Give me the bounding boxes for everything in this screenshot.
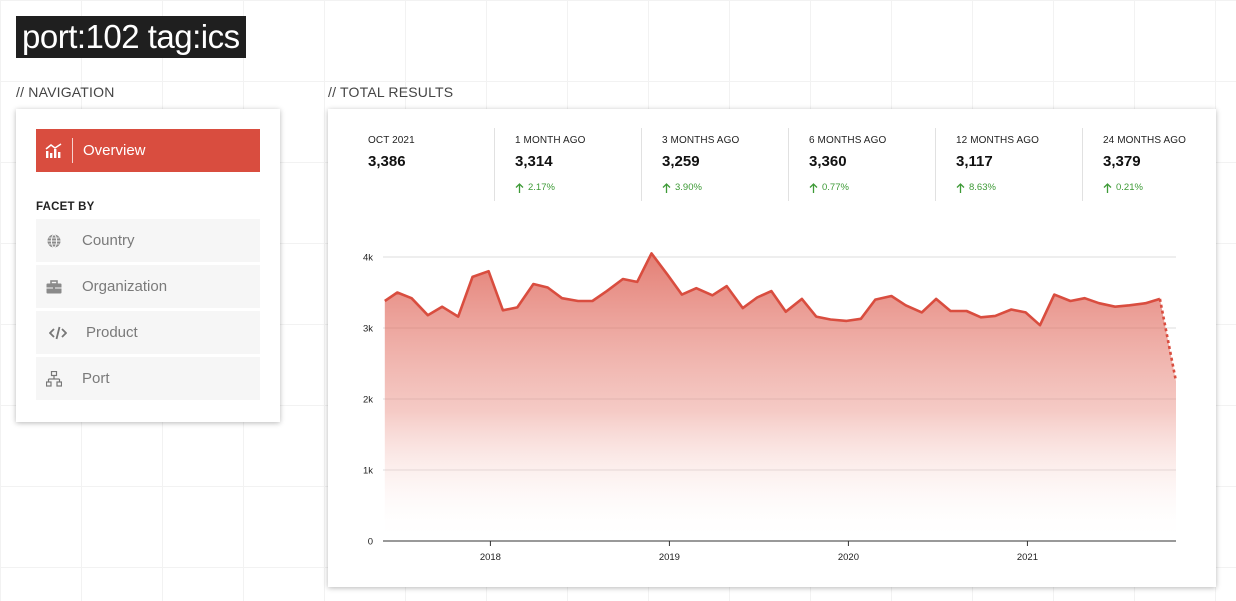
chart-projection-line <box>1158 298 1178 382</box>
facet-item-label: Product <box>86 324 138 341</box>
overview-separator <box>72 138 73 163</box>
stat-label: 12 MONTHS AGO <box>956 135 1039 146</box>
network-icon <box>36 370 72 387</box>
y-tick-label: 4k <box>363 253 373 264</box>
chart-area <box>384 253 1176 541</box>
x-tick-label: 2018 <box>480 552 501 563</box>
y-tick-label: 2k <box>363 395 373 406</box>
facet-item-product[interactable]: Product <box>36 311 260 354</box>
facet-item-country[interactable]: Country <box>36 219 260 262</box>
globe-icon <box>36 233 72 248</box>
stat-label: 1 MONTH AGO <box>515 135 586 146</box>
nav-overview-button[interactable]: Overview <box>36 129 260 172</box>
stat-change: 2.17% <box>515 182 586 193</box>
total-results-heading: // TOTAL RESULTS <box>328 84 454 100</box>
stat-label: 3 MONTHS AGO <box>662 135 740 146</box>
stat-current: OCT 2021 3,386 <box>368 135 415 201</box>
facet-item-label: Country <box>82 232 135 249</box>
chart-series-line <box>384 252 1161 327</box>
stat-change-value: 8.63% <box>969 182 996 193</box>
stat-value: 3,259 <box>662 153 700 170</box>
facet-item-port[interactable]: Port <box>36 357 260 400</box>
stat-12-months: 12 MONTHS AGO 3,117 8.63% <box>956 135 1039 201</box>
stat-change-value: 3.90% <box>675 182 702 193</box>
arrow-up-icon <box>956 182 965 193</box>
arrow-up-icon <box>515 182 524 193</box>
stat-separator <box>1082 128 1083 201</box>
x-tick-label: 2020 <box>838 552 859 563</box>
stat-change: 3.90% <box>662 182 739 193</box>
stat-3-months: 3 MONTHS AGO 3,259 3.90% <box>662 135 739 201</box>
briefcase-icon <box>36 279 72 294</box>
stat-label: OCT 2021 <box>368 135 415 146</box>
navigation-heading: // NAVIGATION <box>16 84 115 100</box>
stat-24-months: 24 MONTHS AGO 3,379 0.21% <box>1103 135 1186 201</box>
bar-chart-icon <box>36 142 72 159</box>
total-results-chart: 0 1k 2k 3k 4k 2018 2019 2020 2021 <box>363 252 1178 563</box>
y-tick-label: 3k <box>363 324 373 335</box>
stat-label: 6 MONTHS AGO <box>809 135 887 146</box>
facet-item-organization[interactable]: Organization <box>36 265 260 308</box>
stat-change-value: 2.17% <box>528 182 555 193</box>
stat-1-month: 1 MONTH AGO 3,314 2.17% <box>515 135 586 201</box>
stat-change-value: 0.21% <box>1116 182 1143 193</box>
stat-separator <box>641 128 642 201</box>
total-results-panel: OCT 2021 3,386 1 MONTH AGO 3,314 2.17% 3… <box>328 109 1216 587</box>
stat-separator <box>788 128 789 201</box>
code-icon <box>40 326 76 340</box>
stat-change: 0.77% <box>809 182 886 193</box>
stat-separator <box>935 128 936 201</box>
stat-separator <box>494 128 495 201</box>
stat-change: 0.21% <box>1103 182 1186 193</box>
stat-change-value: 0.77% <box>822 182 849 193</box>
stat-value: 3,379 <box>1103 153 1141 170</box>
arrow-up-icon <box>1103 182 1112 193</box>
stat-value: 3,314 <box>515 153 553 170</box>
facet-item-label: Port <box>82 370 110 387</box>
y-tick-label: 0 <box>368 537 373 548</box>
stat-label: 24 MONTHS AGO <box>1103 135 1186 146</box>
arrow-up-icon <box>662 182 671 193</box>
facet-item-label: Organization <box>82 278 168 295</box>
page-title: port:102 tag:ics <box>16 16 246 58</box>
arrow-up-icon <box>809 182 818 193</box>
y-tick-label: 1k <box>363 466 373 477</box>
facet-by-heading: FACET BY <box>36 201 95 213</box>
stat-6-months: 6 MONTHS AGO 3,360 0.77% <box>809 135 886 201</box>
stat-value: 3,117 <box>956 153 993 170</box>
navigation-panel: Overview FACET BY Country Organization <box>16 109 280 422</box>
stat-value: 3,360 <box>809 153 847 170</box>
stat-change: 8.63% <box>956 182 1039 193</box>
nav-overview-label: Overview <box>83 142 146 159</box>
stat-value: 3,386 <box>368 153 406 170</box>
x-tick-label: 2019 <box>659 552 680 563</box>
x-tick-label: 2021 <box>1017 552 1038 563</box>
